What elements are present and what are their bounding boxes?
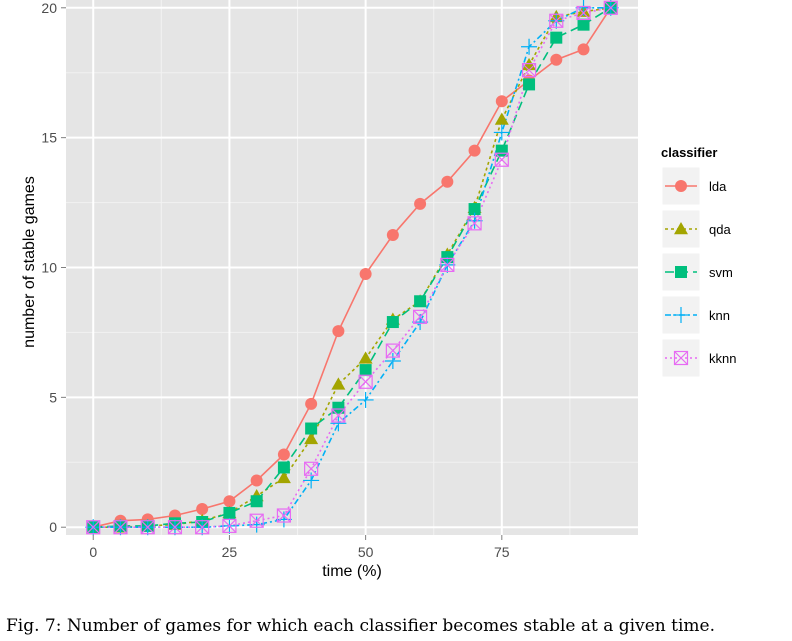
data-point-svm [332, 401, 345, 414]
data-point-svm [386, 316, 399, 329]
data-point-lda [577, 43, 590, 56]
data-point-knn [466, 212, 483, 229]
data-point-lda [277, 448, 290, 461]
x-axis-title: time (%) [322, 563, 382, 580]
y-axis-ticks: 0 5 10 15 20 [41, 0, 66, 535]
legend-label-kknn: kknn [709, 351, 736, 366]
data-point-lda [468, 144, 481, 157]
data-point-qda [304, 431, 319, 445]
legend-label-knn: knn [709, 308, 730, 323]
y-tick-label: 15 [41, 130, 57, 146]
figure-caption: Fig. 7: Number of games for which each c… [6, 616, 715, 636]
data-point-kknn [195, 520, 210, 535]
data-point-lda [359, 267, 372, 280]
x-axis-ticks: 0 25 50 75 [89, 535, 510, 560]
x-tick-label: 0 [89, 544, 97, 560]
data-point-lda [414, 197, 427, 210]
series-markers [85, 0, 619, 536]
legend-label-qda: qda [709, 222, 731, 237]
data-point-kknn [140, 520, 155, 535]
data-point-svm [223, 506, 236, 519]
legend: classifier lda qda svm knn kknn [661, 145, 736, 378]
legend-key-marker-lda [675, 180, 687, 192]
data-point-svm [523, 78, 536, 91]
data-point-qda [331, 377, 346, 390]
data-point-svm [577, 18, 590, 31]
data-point-lda [550, 53, 563, 66]
data-point-lda [250, 474, 263, 487]
data-point-kknn [576, 5, 591, 21]
data-point-kknn [412, 309, 428, 324]
data-point-kknn [113, 520, 128, 535]
data-point-kknn [440, 257, 455, 273]
data-point-svm [359, 364, 372, 377]
data-point-svm [277, 461, 290, 474]
data-point-lda [223, 495, 236, 508]
data-point-knn [330, 415, 347, 432]
data-point-qda [494, 112, 509, 125]
data-point-lda [196, 503, 209, 516]
data-point-kknn [304, 461, 319, 476]
legend-label-lda: lda [709, 179, 727, 194]
x-tick-label: 75 [494, 544, 510, 560]
data-point-knn [521, 38, 538, 55]
data-point-svm [550, 31, 563, 44]
data-point-kknn [603, 0, 618, 15]
data-point-kknn [467, 216, 482, 231]
legend-label-svm: svm [709, 265, 733, 280]
data-point-kknn [167, 520, 183, 535]
data-point-svm [468, 203, 481, 216]
y-axis-title: number of stable games [21, 176, 38, 348]
legend-key-marker-qda [674, 222, 688, 235]
y-tick-label: 0 [49, 519, 57, 535]
legend-key-marker-svm [675, 266, 687, 278]
data-point-qda [276, 470, 291, 484]
y-tick-label: 5 [49, 389, 57, 405]
data-point-lda [305, 397, 318, 410]
data-point-lda [441, 175, 454, 188]
data-point-kknn [549, 13, 564, 28]
legend-title: classifier [661, 145, 717, 160]
x-tick-label: 25 [222, 544, 238, 560]
data-point-knn [248, 516, 265, 533]
data-point-qda [358, 351, 373, 364]
legend-key-marker-knn [673, 307, 689, 323]
data-point-svm [250, 495, 263, 508]
legend-key-marker-kknn [673, 350, 689, 366]
y-tick-label: 20 [41, 0, 57, 16]
data-point-kknn [276, 508, 292, 523]
data-point-svm [414, 295, 427, 308]
data-point-knn [357, 391, 374, 408]
data-point-lda [495, 95, 508, 108]
data-point-knn [493, 124, 510, 141]
data-point-kknn [385, 343, 400, 358]
data-point-knn [275, 511, 292, 528]
data-point-kknn [331, 408, 346, 423]
grid-lines [66, 0, 638, 535]
x-tick-label: 50 [358, 544, 374, 560]
data-point-kknn [358, 374, 373, 389]
data-point-kknn [86, 520, 101, 535]
data-point-kknn [494, 152, 509, 167]
data-point-kknn [222, 518, 237, 534]
y-tick-label: 10 [41, 260, 57, 276]
data-point-kknn [249, 513, 264, 528]
data-point-knn [384, 352, 401, 369]
data-point-lda [332, 325, 345, 338]
data-point-kknn [521, 63, 537, 78]
data-point-svm [305, 422, 318, 435]
data-point-lda [386, 229, 399, 242]
